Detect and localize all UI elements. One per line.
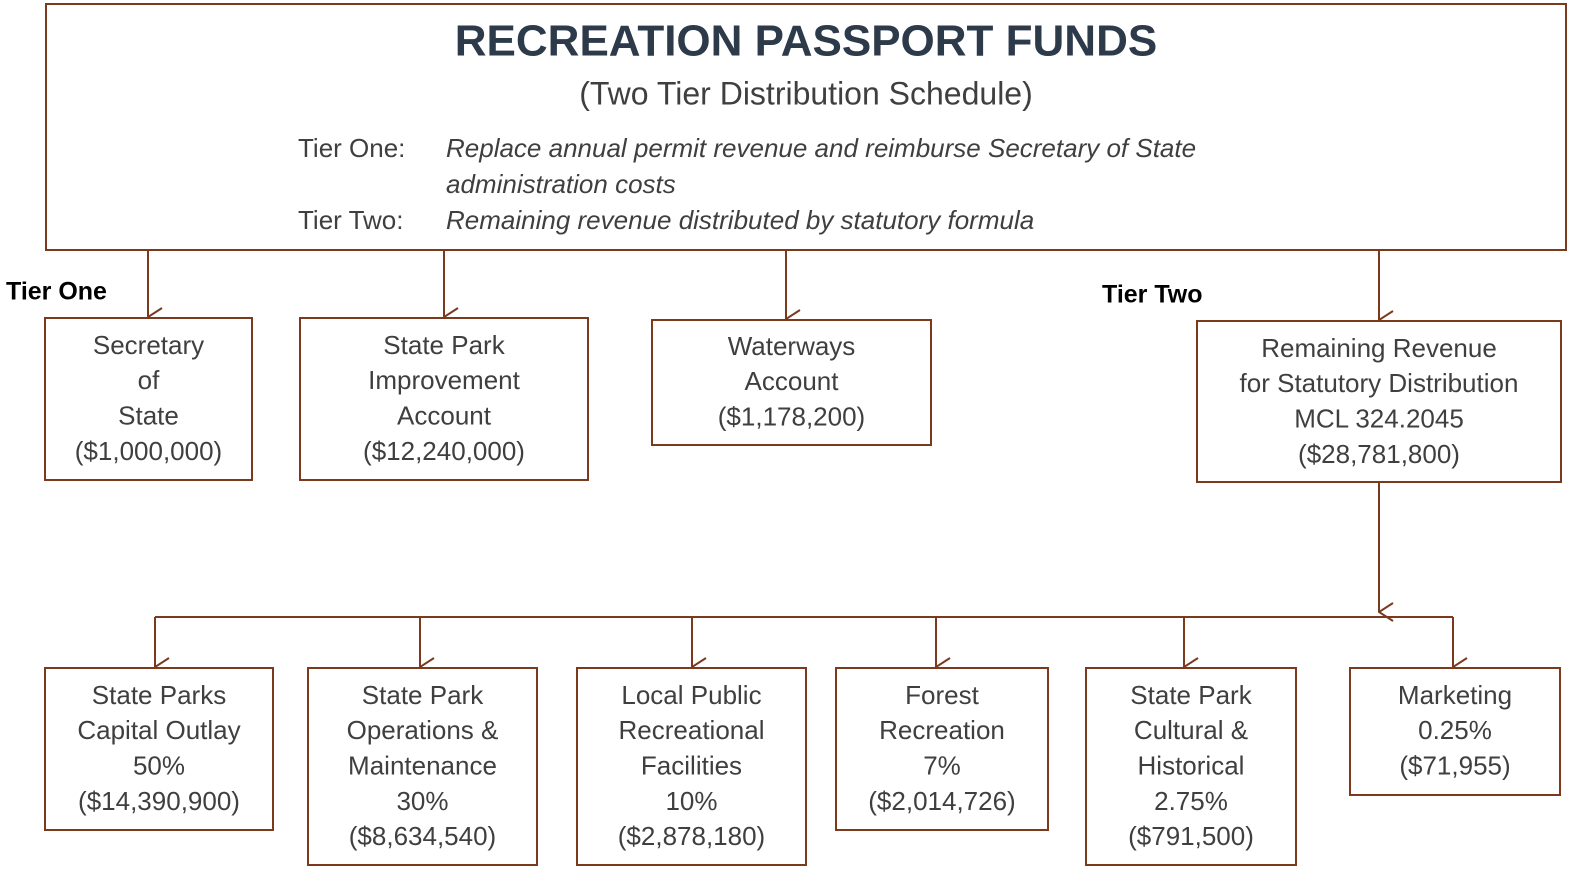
title: RECREATION PASSPORT FUNDS [455, 17, 1157, 66]
node-text: of [138, 365, 160, 395]
node-text: Recreational [619, 715, 765, 745]
node-text: Secretary [93, 330, 204, 360]
node-text: State [118, 400, 179, 430]
node-text: Waterways [728, 331, 856, 361]
node-box [1349, 667, 1561, 796]
node-text: ($12,240,000) [363, 436, 525, 466]
node-box [576, 667, 807, 866]
node-text: 2.75% [1154, 786, 1228, 816]
node-text: ($71,955) [1399, 750, 1510, 780]
node-text: ($1,178,200) [718, 401, 865, 431]
node-text: 7% [923, 750, 961, 780]
subtitle: (Two Tier Distribution Schedule) [579, 75, 1033, 111]
node-text: Facilities [641, 750, 742, 780]
tier-text: Replace annual permit revenue and reimbu… [446, 133, 1196, 163]
node-text: Account [745, 366, 840, 396]
node-text: ($14,390,900) [78, 786, 240, 816]
tier-text: Remaining revenue distributed by statuto… [446, 205, 1034, 235]
node-text: State Park [1130, 680, 1252, 710]
node-box [44, 317, 253, 481]
header-box [45, 3, 1567, 251]
node-text: ($28,781,800) [1298, 439, 1460, 469]
node-text: Maintenance [348, 750, 497, 780]
connectors [147, 250, 1453, 667]
node-text: for Statutory Distribution [1240, 368, 1519, 398]
node-text: Operations & [347, 715, 499, 745]
node-text: MCL 324.2045 [1294, 403, 1464, 433]
node-text: ($1,000,000) [75, 436, 222, 466]
node-text: Marketing [1398, 680, 1512, 710]
node-text: Capital Outlay [77, 715, 240, 745]
node-text: Cultural & [1134, 715, 1248, 745]
node-box [44, 667, 274, 831]
node-text: State Park [362, 680, 484, 710]
node-box [307, 667, 538, 866]
node-text: Improvement [368, 365, 520, 395]
node-text: 30% [396, 786, 448, 816]
node-text: ($791,500) [1128, 821, 1254, 851]
tier-label: Tier Two: [298, 205, 403, 235]
node-text: 50% [133, 750, 185, 780]
node-text: State Parks [92, 680, 226, 710]
tier-one-label: Tier One [6, 278, 107, 306]
node-box [651, 319, 932, 446]
node-text: State Park [383, 330, 505, 360]
node-text: 10% [665, 786, 717, 816]
node-box [299, 317, 589, 481]
node-text: Remaining Revenue [1261, 333, 1497, 363]
node-box [1085, 667, 1297, 866]
node-text: Recreation [879, 715, 1005, 745]
node-text: 0.25% [1418, 715, 1492, 745]
node-text: Forest [905, 680, 979, 710]
node-text: Account [397, 400, 492, 430]
tier-two-label: Tier Two [1102, 281, 1202, 309]
node-text: ($2,014,726) [868, 786, 1015, 816]
tier-label: Tier One: [298, 133, 405, 163]
node-text: ($8,634,540) [349, 821, 496, 851]
node-text: Historical [1138, 750, 1245, 780]
node-box [835, 667, 1049, 831]
node-box [1196, 320, 1562, 483]
tier-text: administration costs [446, 169, 676, 199]
node-text: ($2,878,180) [618, 821, 765, 851]
node-text: Local Public [621, 680, 761, 710]
